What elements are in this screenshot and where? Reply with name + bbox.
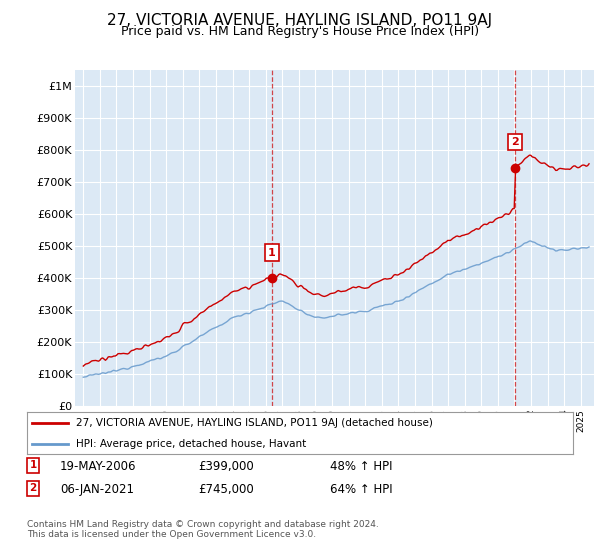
Text: £745,000: £745,000 — [198, 483, 254, 496]
Text: 2: 2 — [29, 483, 37, 493]
Text: 48% ↑ HPI: 48% ↑ HPI — [330, 460, 392, 473]
Text: Price paid vs. HM Land Registry's House Price Index (HPI): Price paid vs. HM Land Registry's House … — [121, 25, 479, 38]
Text: 2: 2 — [511, 137, 518, 147]
Text: £399,000: £399,000 — [198, 460, 254, 473]
Text: 06-JAN-2021: 06-JAN-2021 — [60, 483, 134, 496]
Text: 27, VICTORIA AVENUE, HAYLING ISLAND, PO11 9AJ: 27, VICTORIA AVENUE, HAYLING ISLAND, PO1… — [107, 13, 493, 28]
Text: 1: 1 — [29, 460, 37, 470]
Text: HPI: Average price, detached house, Havant: HPI: Average price, detached house, Hava… — [76, 440, 307, 449]
Text: 27, VICTORIA AVENUE, HAYLING ISLAND, PO11 9AJ (detached house): 27, VICTORIA AVENUE, HAYLING ISLAND, PO1… — [76, 418, 433, 428]
Text: Contains HM Land Registry data © Crown copyright and database right 2024.
This d: Contains HM Land Registry data © Crown c… — [27, 520, 379, 539]
Text: 64% ↑ HPI: 64% ↑ HPI — [330, 483, 392, 496]
Text: 19-MAY-2006: 19-MAY-2006 — [60, 460, 137, 473]
Text: 1: 1 — [268, 248, 276, 258]
